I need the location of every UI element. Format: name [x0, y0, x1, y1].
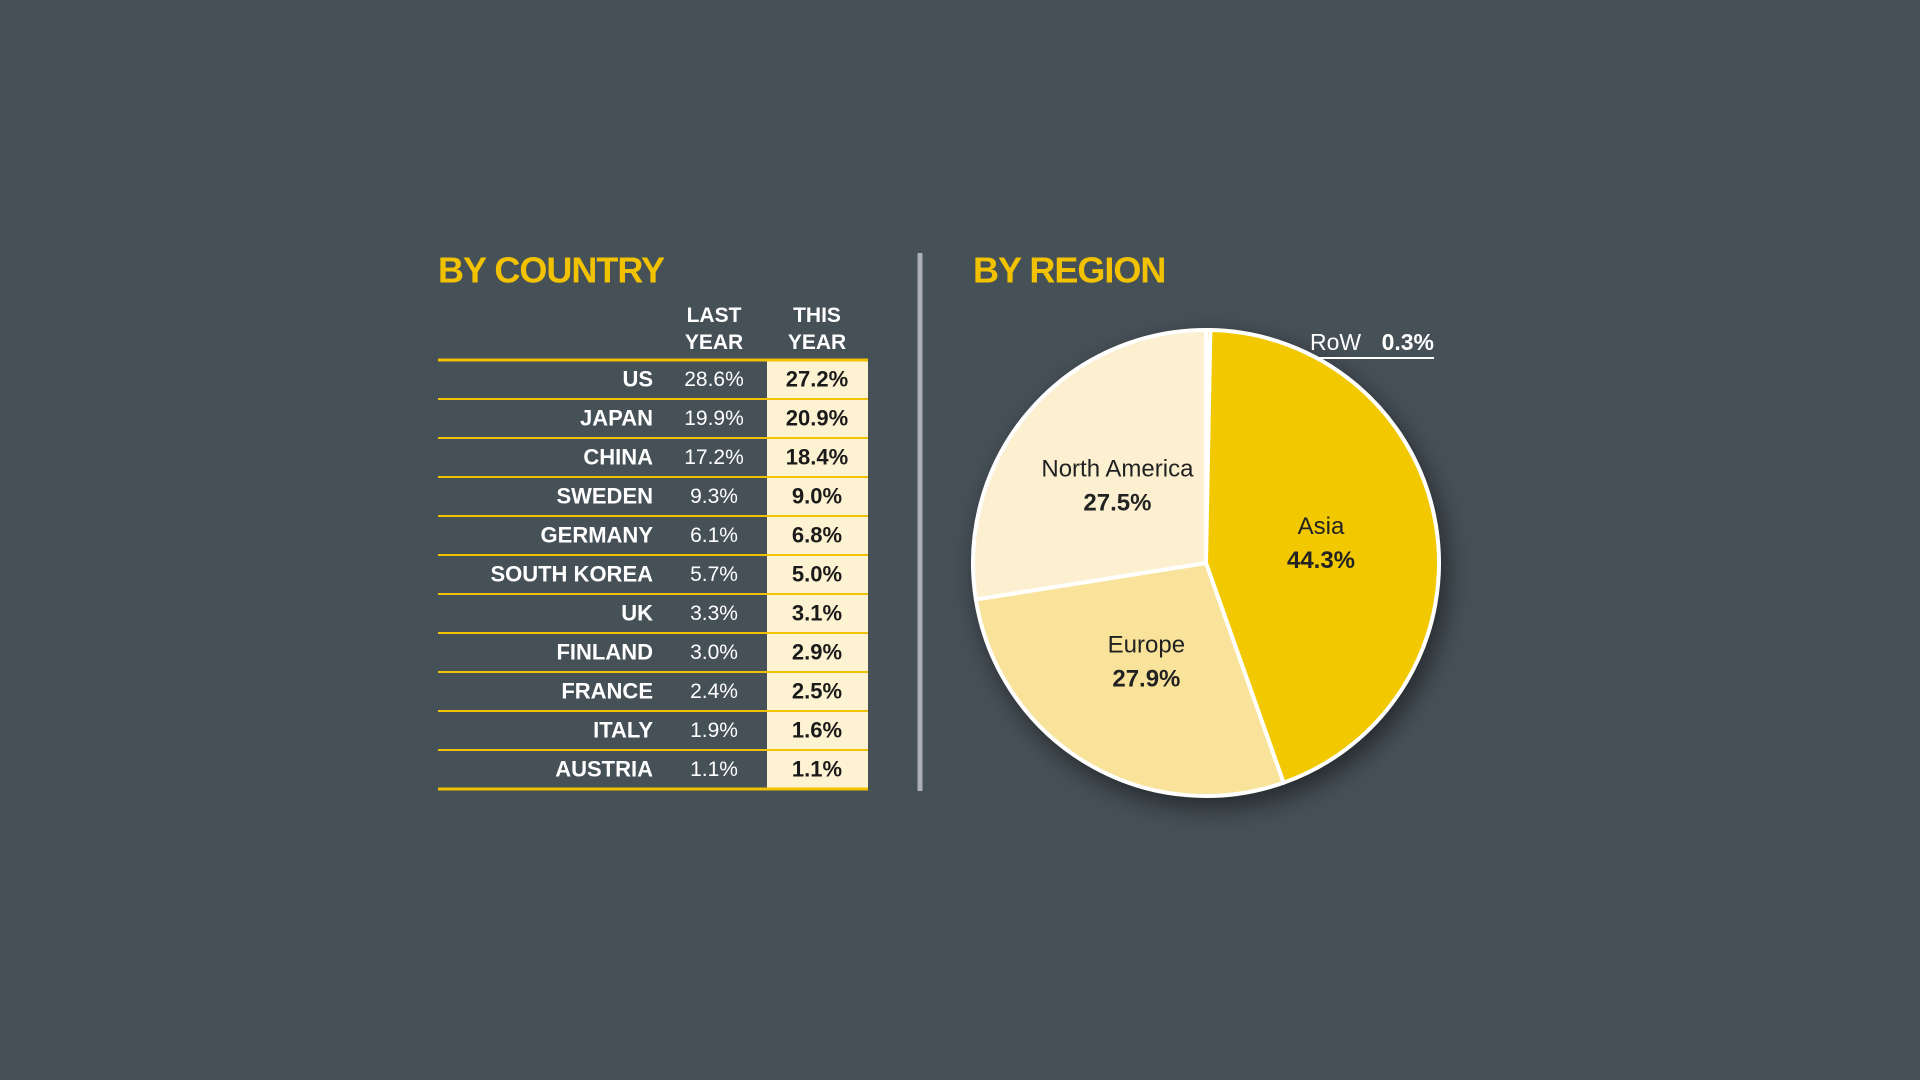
slice-name: Europe: [1108, 631, 1185, 658]
country: UK: [621, 600, 653, 625]
this-year: 18.4%: [786, 444, 848, 469]
column-header: THIS YEAR: [788, 304, 846, 354]
highlight-column: [767, 360, 868, 789]
country: JAPAN: [580, 405, 653, 430]
last-year: 3.0%: [690, 641, 738, 664]
this-year: 5.0%: [792, 561, 842, 586]
table: LAST YEAR THIS YEAR US 28.6% 27.2% JAPAN 19.9% 20…: [438, 304, 868, 791]
pie-chart: RoW 0.3% Asia 44.3% Europe 27.9% North America…: [971, 327, 1441, 798]
table-title: BY COUNTRY: [438, 250, 665, 291]
chart-title: BY REGION: [973, 250, 1165, 291]
country: US: [622, 366, 653, 391]
last-year: 6.1%: [690, 524, 738, 547]
this-year: 1.6%: [792, 717, 842, 742]
this-year: 27.2%: [786, 366, 848, 391]
country: ITALY: [593, 717, 653, 742]
pie-slice: [971, 328, 1208, 602]
last-year: 17.2%: [684, 446, 744, 469]
country: FRANCE: [561, 678, 653, 703]
country: SWEDEN: [556, 483, 653, 508]
country: CHINA: [583, 444, 653, 469]
this-year: 1.1%: [792, 756, 842, 781]
this-year: 9.0%: [792, 483, 842, 508]
country: AUSTRIA: [555, 756, 653, 781]
last-year: 2.4%: [690, 680, 738, 703]
slice-name: Asia: [1298, 513, 1345, 540]
country: GERMANY: [541, 522, 654, 547]
slice-value: 27.9%: [1112, 665, 1180, 692]
last-year: 1.1%: [690, 758, 738, 781]
last-year: 1.9%: [690, 719, 738, 742]
this-year: 20.9%: [786, 405, 848, 430]
pie-slice: [1204, 328, 1441, 785]
last-year: 19.9%: [684, 407, 744, 430]
last-year: 9.3%: [690, 485, 738, 508]
country: SOUTH KOREA: [490, 561, 653, 586]
slice-value: 27.5%: [1083, 490, 1151, 517]
this-year: 2.9%: [792, 639, 842, 664]
slice-name: North America: [1041, 456, 1194, 483]
last-year: 5.7%: [690, 563, 738, 586]
this-year: 2.5%: [792, 678, 842, 703]
slice-value: 0.3%: [1382, 329, 1434, 355]
column-header: LAST YEAR: [685, 304, 743, 354]
country: FINLAND: [556, 639, 653, 664]
last-year: 28.6%: [684, 368, 744, 391]
last-year: 3.3%: [690, 602, 738, 625]
this-year: 3.1%: [792, 600, 842, 625]
slice-name: RoW: [1310, 329, 1361, 355]
slice-value: 44.3%: [1287, 547, 1355, 574]
this-year: 6.8%: [792, 522, 842, 547]
pie-slice: [973, 561, 1286, 798]
